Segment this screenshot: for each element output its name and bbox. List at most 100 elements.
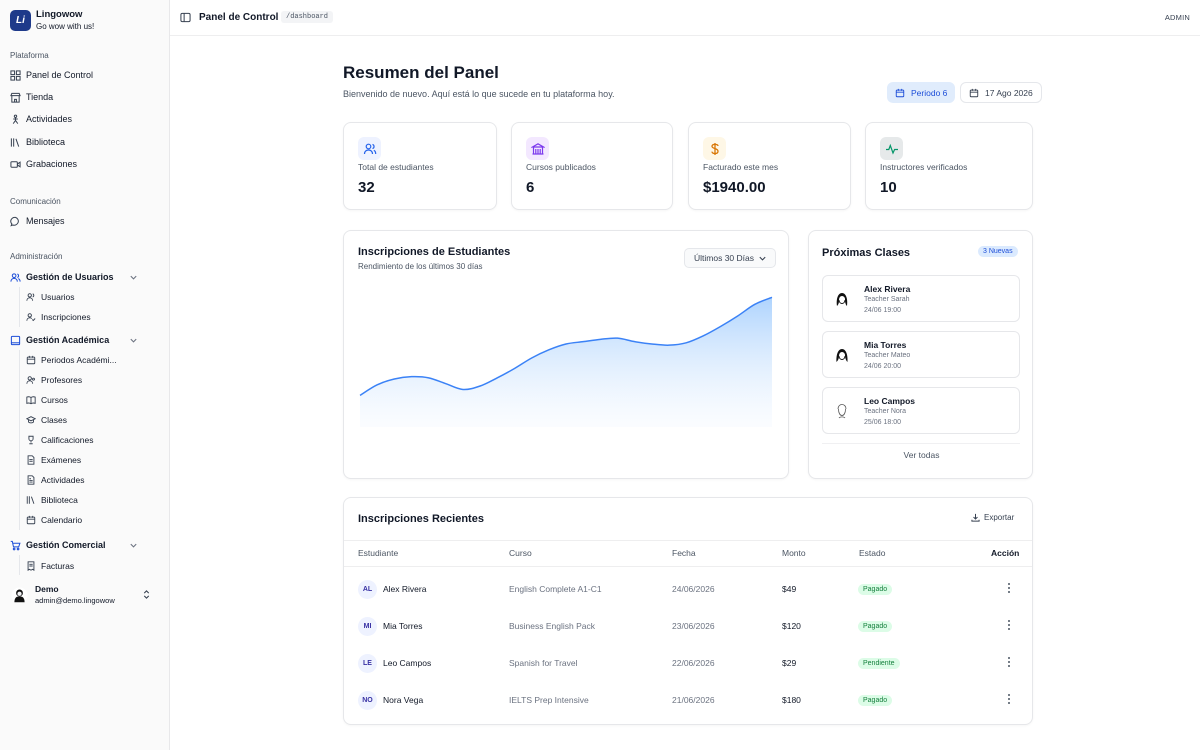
column-header-student[interactable]: Estudiante: [358, 548, 399, 558]
date-button[interactable]: 17 Ago 2026: [960, 82, 1042, 103]
column-header-action: Acción: [991, 548, 1020, 558]
sidebar-item-teachers[interactable]: Profesores: [26, 373, 82, 386]
table-row[interactable]: MI Mia Torres Business English Pack 23/0…: [344, 608, 1032, 645]
enrollment-date: 21/06/2026: [672, 695, 715, 705]
sidebar-item-messages[interactable]: Mensajes: [10, 214, 65, 228]
class-item[interactable]: Leo Campos Teacher Nora 25/06 18:00: [822, 387, 1020, 434]
chevron-down-icon: [130, 275, 137, 280]
class-student: Leo Campos: [864, 396, 916, 406]
column-header-date[interactable]: Fecha: [672, 548, 696, 558]
period-label: Periodo 6: [911, 87, 948, 98]
video-icon: [10, 160, 21, 168]
sidebar-item-label: Cursos: [41, 394, 68, 405]
sidebar-item-exams[interactable]: Exámenes: [26, 453, 81, 466]
amount: $49: [782, 584, 797, 594]
sidebar-item-dashboard[interactable]: Panel de Control: [10, 68, 93, 82]
file-icon: [27, 454, 35, 465]
sidebar-item-label: Biblioteca: [26, 137, 66, 147]
table-row[interactable]: NO Nora Vega IELTS Prep Intensive 21/06/…: [344, 682, 1032, 719]
sidebar-item-label: Panel de Control: [26, 70, 94, 80]
sidebar-item-label: Calificaciones: [41, 434, 94, 445]
more-options-icon[interactable]: [1004, 581, 1014, 595]
column-header-amount[interactable]: Monto: [782, 548, 806, 558]
class-time: 24/06 20:00: [864, 363, 901, 370]
status-badge: Pagado: [858, 621, 893, 632]
range-select[interactable]: Últimos 30 Días: [684, 248, 776, 268]
download-icon: [971, 513, 980, 522]
section-admin: Administración: [10, 252, 63, 261]
class-item[interactable]: Alex Rivera Teacher Sarah 24/06 19:00: [822, 275, 1020, 322]
sidebar-group-academic[interactable]: Gestión Académica: [10, 333, 137, 347]
amount: $29: [782, 658, 797, 668]
sidebar-item-activities[interactable]: Actividades: [10, 112, 72, 126]
stat-label: Total de estudiantes: [358, 162, 434, 172]
column-header-course[interactable]: Curso: [509, 548, 532, 558]
user-email: admin@demo.lingowow: [35, 596, 115, 605]
class-time: 25/06 18:00: [864, 419, 901, 426]
avatar: [11, 586, 28, 604]
users-icon: [10, 272, 21, 282]
sidebar-group-users[interactable]: Gestión de Usuarios: [10, 270, 137, 284]
sidebar-item-courses[interactable]: Cursos: [26, 393, 68, 406]
enrollment-date: 22/06/2026: [672, 658, 715, 668]
table-row[interactable]: LE Leo Campos Spanish for Travel 22/06/2…: [344, 645, 1032, 682]
sidebar-item-periods[interactable]: Periodos Académi...: [26, 353, 117, 366]
period-button[interactable]: Periodo 6: [887, 82, 956, 103]
activity-icon: [12, 114, 19, 124]
sidebar-item-users[interactable]: Usuarios: [26, 290, 75, 303]
book-open-icon: [26, 395, 36, 404]
enrollment-date: 23/06/2026: [672, 621, 715, 631]
chart-area: [360, 297, 772, 427]
stat-value: 10: [880, 179, 897, 196]
sidebar-toggle-icon[interactable]: [180, 12, 191, 23]
sidebar-item-classes[interactable]: Clases: [26, 413, 67, 426]
sidebar-item-enrollments[interactable]: Inscripciones: [26, 310, 91, 323]
more-options-icon[interactable]: [1004, 618, 1014, 632]
column-header-status[interactable]: Estado: [859, 548, 886, 558]
sidebar-item-store[interactable]: Tienda: [10, 90, 53, 104]
class-teacher: Teacher Sarah: [864, 296, 910, 303]
status-badge: Pagado: [858, 695, 893, 706]
export-button[interactable]: Exportar: [971, 513, 1014, 522]
stat-value: 32: [358, 179, 375, 196]
student-initials: MI: [358, 617, 377, 636]
avatar: [832, 401, 852, 421]
student-name: Leo Campos: [383, 658, 432, 668]
graduation-cap-icon: [26, 415, 36, 423]
sidebar-item-library-academic[interactable]: Biblioteca: [26, 493, 78, 506]
see-all-link[interactable]: Ver todas: [903, 450, 940, 460]
table-row[interactable]: AL Alex Rivera English Complete A1-C1 24…: [344, 571, 1032, 608]
sidebar-item-label: Tienda: [26, 92, 54, 102]
stat-label: Cursos publicados: [526, 162, 596, 172]
sidebar-item-label: Inscripciones: [41, 311, 91, 322]
course-name: Business English Pack: [509, 621, 595, 631]
class-item[interactable]: Mia Torres Teacher Mateo 24/06 20:00: [822, 331, 1020, 378]
avatar: [832, 345, 852, 365]
sidebar-item-activities-academic[interactable]: Actividades: [26, 473, 84, 486]
role-label: ADMIN: [1164, 13, 1190, 22]
student-initials: AL: [358, 580, 377, 599]
more-options-icon[interactable]: [1004, 655, 1014, 669]
page-subtitle: Bienvenido de nuevo. Aquí está lo que su…: [343, 89, 615, 99]
sidebar-item-recordings[interactable]: Grabaciones: [10, 157, 77, 171]
course-name: Spanish for Travel: [509, 658, 578, 668]
class-student: Mia Torres: [864, 340, 907, 350]
brand-tagline: Go wow with us!: [36, 22, 95, 31]
student-name: Alex Rivera: [383, 584, 427, 594]
sidebar-item-invoices[interactable]: Facturas: [26, 559, 74, 572]
store-icon: [10, 92, 21, 103]
new-badge: 3 Nuevas: [978, 246, 1018, 257]
brand[interactable]: Li Lingowow Go wow with us!: [10, 9, 94, 32]
sidebar-group-label: Gestión Académica: [26, 335, 110, 345]
more-options-icon[interactable]: [1004, 692, 1014, 706]
sidebar-item-calendar[interactable]: Calendario: [26, 513, 82, 526]
sidebar-item-grades[interactable]: Calificaciones: [26, 433, 93, 446]
sidebar-item-library[interactable]: Biblioteca: [10, 135, 65, 149]
chevron-down-icon: [130, 543, 137, 548]
stat-card-courses: Cursos publicados 6: [511, 122, 673, 210]
user-menu[interactable]: Demo admin@demo.lingowow: [11, 584, 161, 606]
amount: $180: [782, 695, 801, 705]
enrollment-date: 24/06/2026: [672, 584, 715, 594]
sidebar-group-commercial[interactable]: Gestión Comercial: [10, 538, 137, 552]
stat-card-instructors: Instructores verificados 10: [865, 122, 1033, 210]
